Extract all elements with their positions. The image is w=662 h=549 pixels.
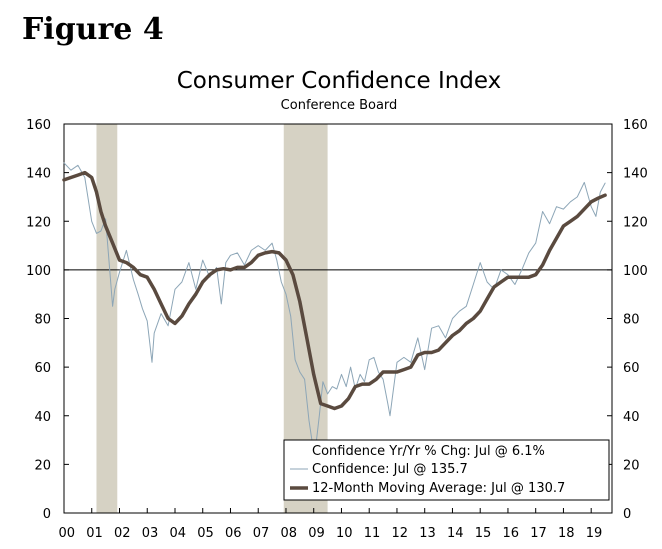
y-tick-label-left: 160 [26, 118, 51, 133]
x-tick-label: 10 [336, 526, 353, 541]
x-tick-label: 17 [530, 526, 547, 541]
chart-subtitle: Conference Board [280, 98, 398, 113]
x-tick-label: 05 [197, 526, 214, 541]
x-tick-label: 06 [225, 526, 242, 541]
x-tick-label: 01 [86, 526, 103, 541]
x-tick-label: 09 [308, 526, 325, 541]
moving-average-line [62, 170, 607, 411]
y-tick-label-left: 60 [34, 361, 51, 376]
y-tick-label-right: 160 [623, 118, 648, 133]
y-tick-label-right: 60 [623, 361, 640, 376]
legend-entry-confidence: Confidence: Jul @ 135.7 [312, 462, 468, 477]
y-tick-label-left: 20 [34, 458, 51, 473]
legend-box [283, 439, 610, 501]
figure-label: Figure 4 [22, 12, 164, 47]
x-tick-label: 08 [280, 526, 297, 541]
x-tick-label: 18 [558, 526, 575, 541]
recession-band-0 [96, 124, 118, 513]
confidence-line [63, 162, 606, 453]
x-tick-label: 03 [142, 526, 159, 541]
chart-title: Consumer Confidence Index [176, 68, 502, 94]
y-tick-label-left: 100 [26, 264, 51, 279]
x-tick-label: 04 [169, 526, 186, 541]
y-tick-label-left: 40 [34, 410, 51, 425]
y-tick-label-right: 140 [623, 167, 648, 182]
y-tick-label-left: 120 [26, 215, 51, 230]
y-axis-right: 0 20 40 60 80 100 120 140 160 [607, 118, 648, 522]
x-tick-label: 15 [475, 526, 492, 541]
y-tick-label-right: 20 [623, 458, 640, 473]
y-axis-left: 0 20 40 60 80 100 120 140 160 [26, 118, 69, 522]
y-tick-label-right: 100 [623, 264, 648, 279]
x-tick-label: 00 [59, 526, 76, 541]
legend: Confidence Yr/Yr % Chg: Jul @ 6.1% Confi… [283, 439, 610, 501]
x-tick-label: 12 [391, 526, 408, 541]
x-axis: 00 01 02 03 04 05 06 07 08 09 10 11 12 13 14 15 16 17 18 19 [59, 508, 603, 541]
x-tick-label: 13 [419, 526, 436, 541]
y-tick-label-right: 120 [623, 215, 648, 230]
y-tick-label-right: 40 [623, 410, 640, 425]
legend-entry-yoy: Confidence Yr/Yr % Chg: Jul @ 6.1% [312, 444, 545, 459]
x-tick-label: 11 [364, 526, 381, 541]
x-tick-label: 07 [253, 526, 270, 541]
legend-entry-moving-average: 12-Month Moving Average: Jul @ 130.7 [312, 481, 565, 496]
x-tick-label: 16 [502, 526, 519, 541]
y-tick-label-right: 0 [623, 507, 631, 522]
x-tick-label: 02 [114, 526, 131, 541]
y-tick-label-left: 80 [34, 313, 51, 328]
y-tick-label-left: 140 [26, 167, 51, 182]
x-tick-label: 14 [447, 526, 464, 541]
y-tick-label-right: 80 [623, 313, 640, 328]
series-lines [62, 162, 607, 453]
y-tick-label-left: 0 [43, 507, 51, 522]
x-tick-label: 19 [586, 526, 603, 541]
